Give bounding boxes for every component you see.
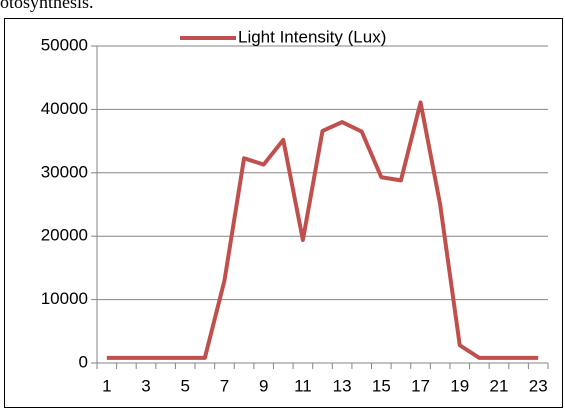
x-tick-label: 5 xyxy=(181,376,190,395)
x-tick-label: 9 xyxy=(259,376,268,395)
y-tick-label: 0 xyxy=(79,352,88,371)
chart-frame xyxy=(4,18,563,408)
y-tick-label: 20000 xyxy=(41,226,88,245)
data-line xyxy=(106,100,539,360)
x-tick-label: 19 xyxy=(450,376,469,395)
y-tick-label: 10000 xyxy=(41,289,88,308)
y-tick-label: 50000 xyxy=(41,35,88,54)
y-tick-label: 40000 xyxy=(41,99,88,118)
x-tick-label: 13 xyxy=(333,376,352,395)
x-tick-label: 15 xyxy=(372,376,391,395)
y-tick-label: 30000 xyxy=(41,162,88,181)
x-tick-label: 3 xyxy=(141,376,150,395)
caption: otosynthesis. xyxy=(0,0,94,12)
x-tick-label: 11 xyxy=(294,376,312,395)
legend-label: Light Intensity (Lux) xyxy=(238,27,386,46)
x-tick-label: 7 xyxy=(220,376,229,395)
x-tick-label: 17 xyxy=(411,376,430,395)
x-tick-label: 21 xyxy=(490,376,509,395)
x-tick-label: 1 xyxy=(102,376,111,395)
x-tick-label: 23 xyxy=(529,376,548,395)
